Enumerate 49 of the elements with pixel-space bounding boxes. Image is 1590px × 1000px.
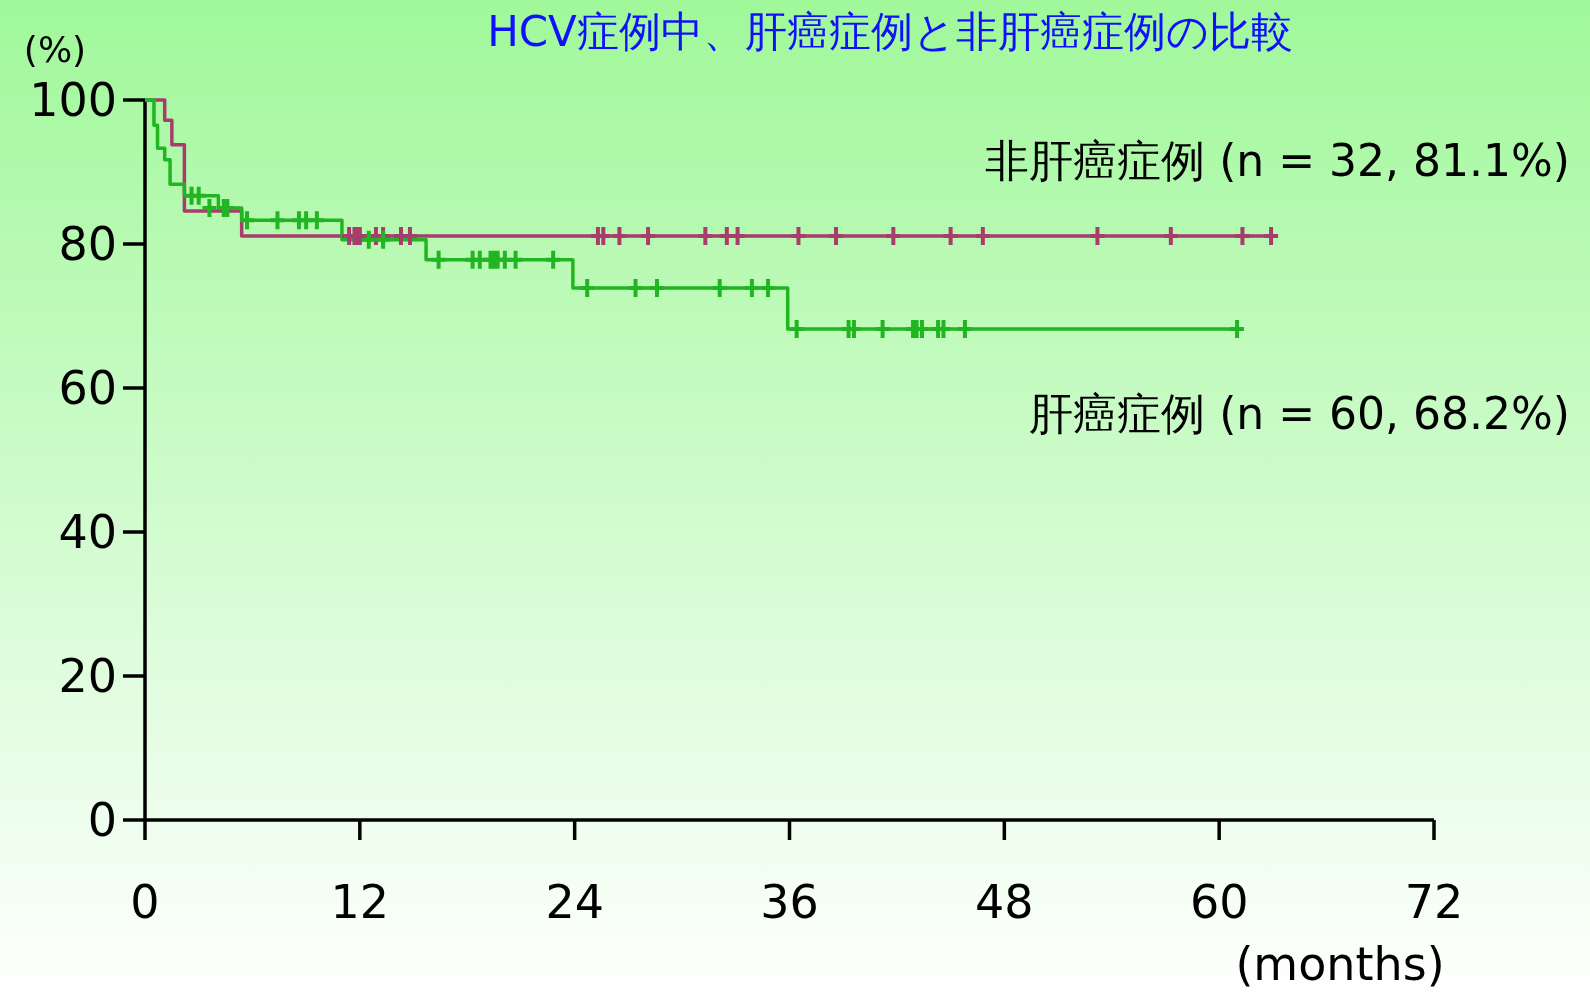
- x-tick-label: 36: [760, 875, 819, 929]
- y-tick-label: 60: [58, 361, 117, 416]
- point: [829, 227, 844, 246]
- point: [650, 278, 665, 297]
- point: [1090, 227, 1105, 246]
- point: [1264, 227, 1279, 246]
- point: [712, 278, 727, 297]
- point: [580, 278, 595, 297]
- point: [744, 278, 759, 297]
- point: [875, 319, 890, 338]
- y-tick-label: 80: [58, 217, 117, 272]
- point: [957, 319, 972, 338]
- series-label: 非肝癌症例 (n = 32, 81.1%): [985, 135, 1570, 187]
- x-tick-label: 24: [545, 875, 604, 929]
- x-tick-label: 60: [1189, 875, 1249, 929]
- point: [612, 227, 627, 246]
- x-tick-label: 48: [975, 875, 1034, 929]
- point: [270, 211, 285, 230]
- x-tick-label: 72: [1404, 875, 1464, 929]
- point: [886, 227, 901, 246]
- point: [546, 250, 561, 269]
- y-tick-label: 0: [87, 793, 117, 848]
- y-tick-label: 100: [29, 73, 117, 128]
- point: [761, 278, 776, 297]
- series-label: 肝癌症例 (n = 60, 68.2%): [1029, 387, 1570, 439]
- point: [789, 319, 804, 338]
- point: [975, 227, 990, 246]
- point: [309, 211, 324, 230]
- point: [361, 230, 376, 249]
- point: [431, 250, 446, 269]
- point: [791, 227, 806, 246]
- point: [628, 278, 643, 297]
- x-tick-label: 12: [330, 875, 390, 929]
- y-tick-label: 20: [58, 649, 117, 704]
- point: [191, 186, 206, 205]
- point: [202, 199, 217, 217]
- point: [943, 227, 958, 246]
- chart-title: HCV症例中、肝癌症例と非肝癌症例の比較: [487, 7, 1293, 56]
- point: [641, 227, 656, 246]
- y-axis-title: (%): [23, 29, 87, 70]
- point: [1235, 227, 1250, 246]
- point: [508, 250, 523, 269]
- y-tick-label: 40: [58, 505, 117, 560]
- point: [1230, 319, 1245, 338]
- x-axis-title: (months): [1235, 937, 1445, 991]
- point: [1163, 227, 1178, 246]
- point: [698, 227, 713, 246]
- x-tick-label: 0: [130, 875, 160, 929]
- point: [240, 211, 255, 230]
